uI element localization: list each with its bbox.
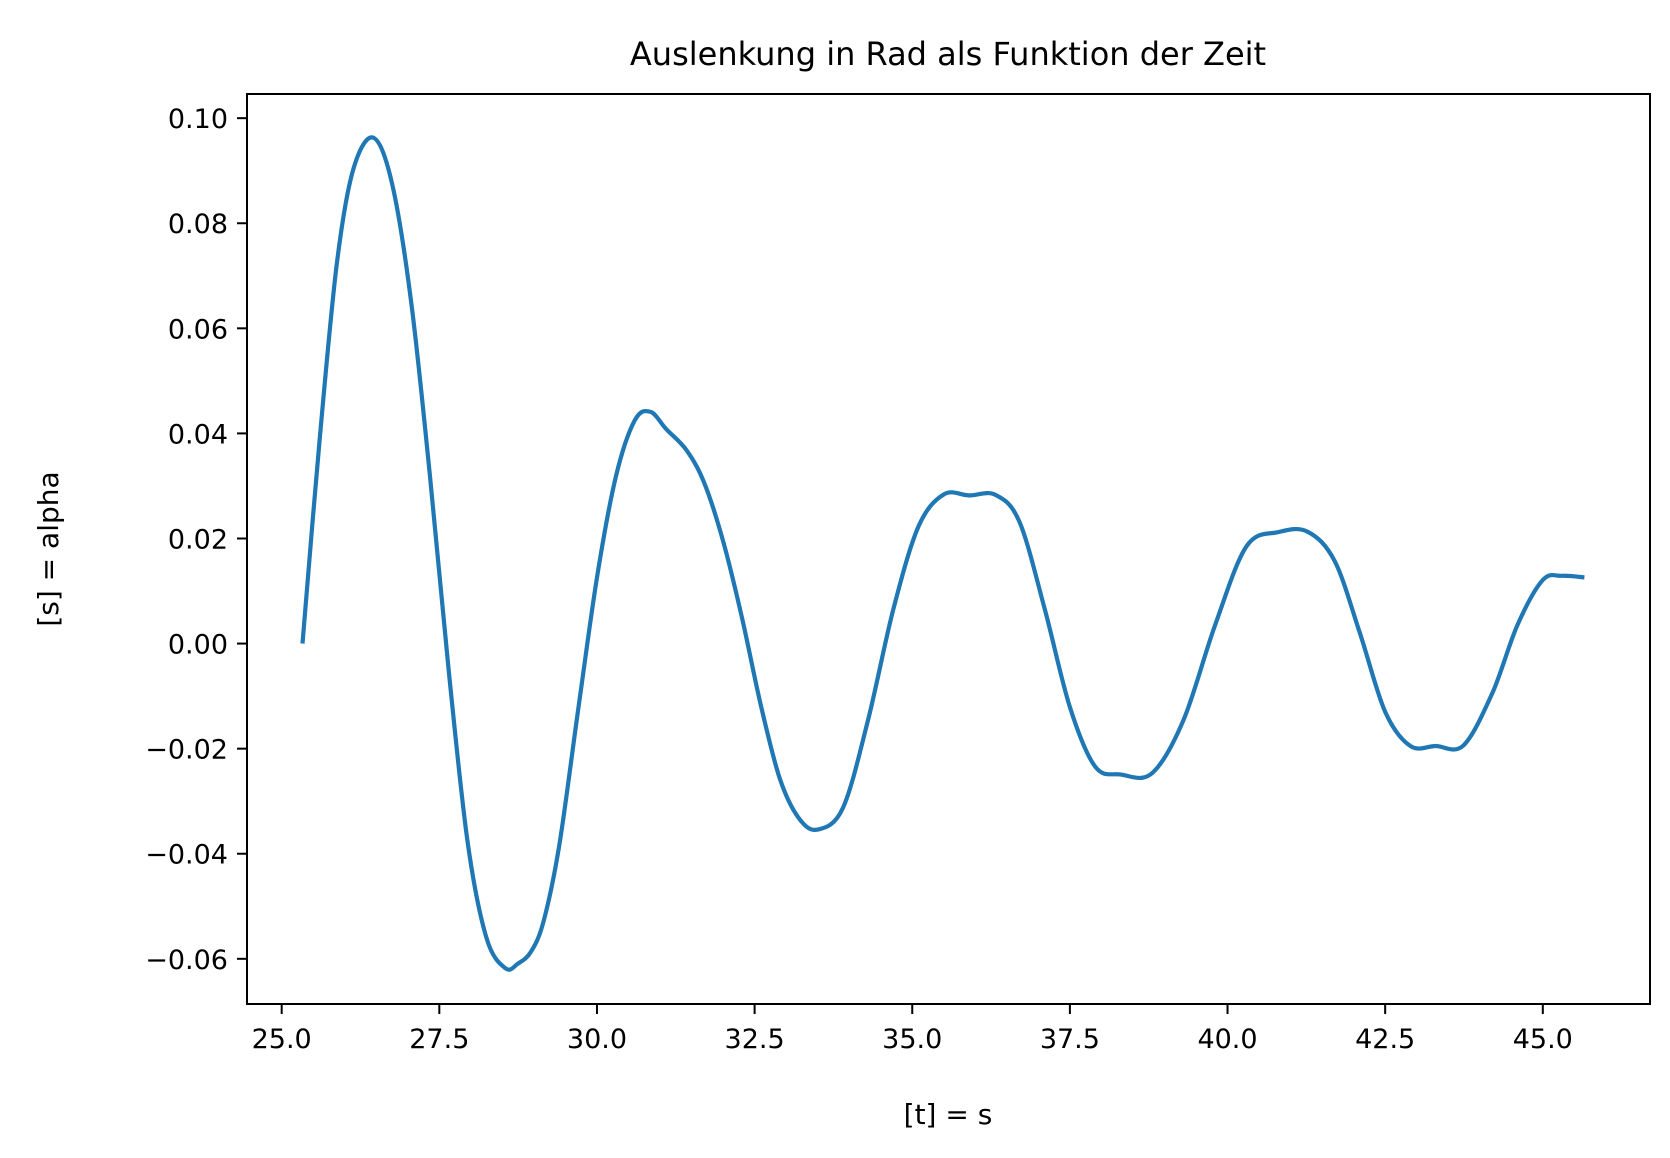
y-tick-label: 0.04 xyxy=(168,419,228,450)
x-tick-label: 35.0 xyxy=(882,1024,942,1055)
x-tick-label: 27.5 xyxy=(409,1024,469,1055)
y-tick-label: −0.06 xyxy=(145,945,228,976)
x-tick-label: 32.5 xyxy=(725,1024,785,1055)
y-axis-label: [s] = alpha xyxy=(32,471,65,626)
y-tick-label: 0.02 xyxy=(168,524,228,555)
plot-frame xyxy=(246,93,1651,1005)
x-tick-label: 42.5 xyxy=(1355,1024,1415,1055)
y-tick-label: 0.00 xyxy=(168,630,228,661)
x-tick-label: 45.0 xyxy=(1513,1024,1573,1055)
chart-title: Auslenkung in Rad als Funktion der Zeit xyxy=(630,35,1266,73)
x-tick-label: 40.0 xyxy=(1197,1024,1257,1055)
series-line-1 xyxy=(300,135,1585,972)
y-tick-label: 0.10 xyxy=(168,104,228,135)
y-tick-label: −0.02 xyxy=(145,735,228,766)
plot-area xyxy=(300,135,1585,972)
x-axis-label: [t] = s xyxy=(904,1098,993,1131)
x-tick-label: 37.5 xyxy=(1040,1024,1100,1055)
y-axis: −0.06 −0.04 −0.02 0.00 0.02 0.04 0.06 0.08 0.10 xyxy=(145,104,247,976)
x-axis: 25.0 27.5 30.0 32.5 35.0 37.5 40.0 42.5 45.0 xyxy=(252,1004,1573,1055)
y-tick-label: −0.04 xyxy=(145,840,228,871)
y-tick-label: 0.06 xyxy=(168,314,228,345)
x-tick-label: 25.0 xyxy=(252,1024,312,1055)
y-tick-label: 0.08 xyxy=(168,209,228,240)
x-tick-label: 30.0 xyxy=(567,1024,627,1055)
